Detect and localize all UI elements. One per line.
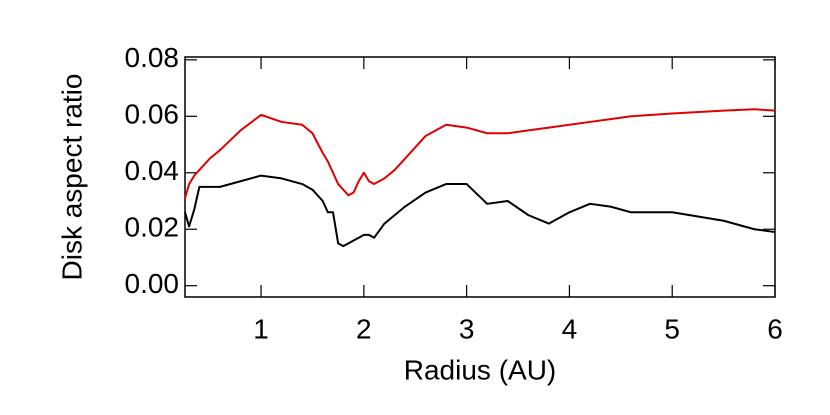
x-tick-label: 6 xyxy=(767,313,783,344)
y-tick-label: 0.08 xyxy=(125,42,180,73)
x-tick-label: 2 xyxy=(356,313,372,344)
x-tick-label: 4 xyxy=(562,313,578,344)
y-tick-label: 0.02 xyxy=(125,212,180,243)
y-tick-label: 0.06 xyxy=(125,99,180,130)
y-axis-label: Disk aspect ratio xyxy=(56,74,87,281)
plot-frame xyxy=(184,56,776,298)
data-line xyxy=(184,174,776,248)
x-axis-label: Radius (AU) xyxy=(404,354,556,385)
x-tick-label: 5 xyxy=(664,313,680,344)
y-tick-label: 0.00 xyxy=(125,268,180,299)
x-tick-label: 3 xyxy=(459,313,475,344)
data-line xyxy=(184,108,776,199)
y-tick-label: 0.04 xyxy=(125,155,180,186)
x-tick-label: 1 xyxy=(253,313,269,344)
